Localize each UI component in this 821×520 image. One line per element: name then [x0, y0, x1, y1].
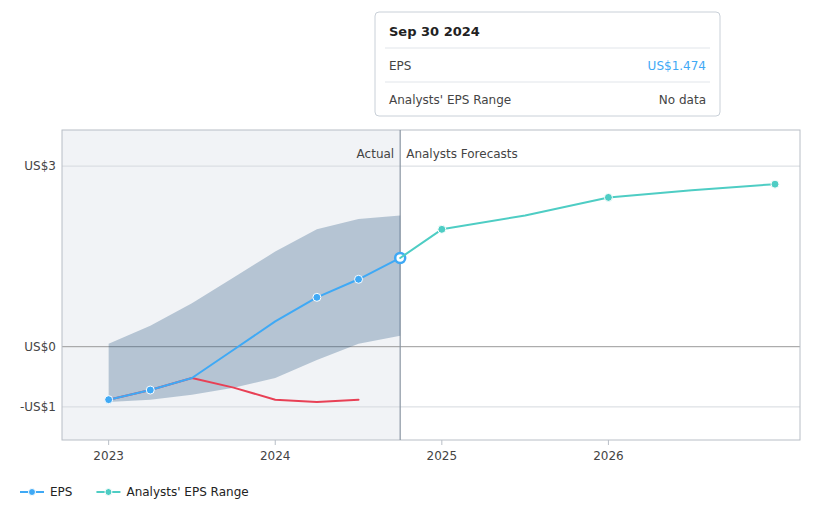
- tooltip-separator: [385, 48, 710, 49]
- point-marker: [146, 386, 154, 394]
- actual-period-shade: [62, 130, 400, 440]
- x-tick: [108, 440, 109, 445]
- x-tick: [441, 440, 442, 445]
- y-tick-label: US$3: [24, 159, 56, 173]
- grid-line: [62, 406, 800, 407]
- x-tick-label: 2025: [427, 449, 458, 463]
- series-line: [400, 184, 775, 258]
- tooltip-box: [375, 12, 720, 116]
- legend-marker: [29, 489, 36, 496]
- y-tick-label: -US$1: [20, 400, 56, 414]
- range-band: [109, 215, 401, 402]
- plot-frame: [62, 130, 800, 440]
- point-marker: [313, 293, 321, 301]
- grid-line: [62, 166, 800, 167]
- series-line: [109, 258, 401, 400]
- chart: -US$1 US$0 US$3 2023 2024 2025 2026 Actual Analy…: [0, 0, 821, 520]
- x-tick: [608, 440, 609, 445]
- legend: EPS Analysts' EPS Range: [20, 485, 249, 499]
- tooltip-value: US$1.474: [648, 59, 706, 73]
- x-tick-label: 2024: [260, 449, 291, 463]
- x-tick-label: 2026: [593, 449, 624, 463]
- point-marker: [438, 225, 446, 233]
- divider-label: Actual: [357, 147, 395, 161]
- y-tick-label: US$0: [24, 340, 56, 354]
- legend-label: Analysts' EPS Range: [126, 485, 248, 499]
- x-tick-label: 2023: [93, 449, 124, 463]
- point-marker: [105, 396, 113, 404]
- tooltip: Sep 30 2024 EPS US$1.474 Analysts' EPS Rang…: [375, 12, 720, 116]
- point-marker: [604, 193, 612, 201]
- point-marker: [355, 275, 363, 283]
- data-layer: [105, 180, 779, 403]
- legend-marker: [105, 489, 112, 496]
- legend-label: EPS: [50, 485, 72, 499]
- x-tick: [275, 440, 276, 445]
- tooltip-value: No data: [659, 93, 706, 107]
- point-marker: [771, 180, 779, 188]
- series-line: [109, 378, 359, 402]
- tooltip-title: Sep 30 2024: [389, 24, 480, 39]
- divider-label: Analysts Forecasts: [406, 147, 518, 161]
- tooltip-label: Analysts' EPS Range: [389, 93, 511, 107]
- tooltip-separator: [385, 82, 710, 83]
- tooltip-label: EPS: [389, 59, 411, 73]
